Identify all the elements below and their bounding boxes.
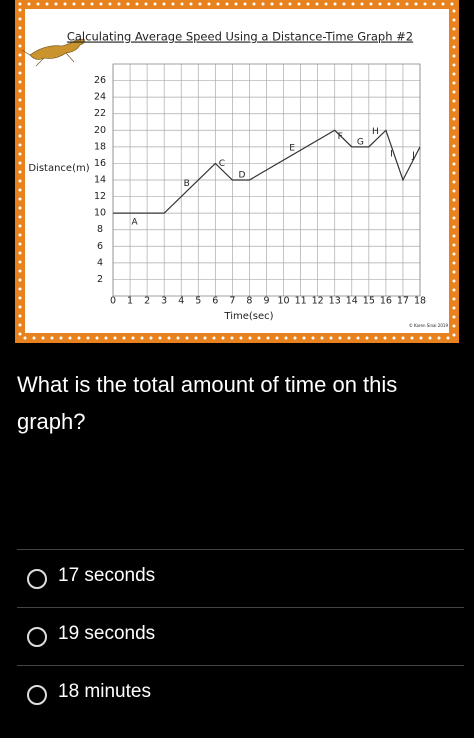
segment-label: E xyxy=(289,144,295,154)
option[interactable]: 18 minutes xyxy=(17,665,464,724)
x-tick-label: 16 xyxy=(380,296,392,307)
y-tick-label: 16 xyxy=(94,158,106,169)
y-tick-label: 10 xyxy=(94,208,106,219)
y-tick-label: 22 xyxy=(94,108,106,119)
x-tick-label: 1 xyxy=(127,296,133,307)
x-tick-label: 15 xyxy=(363,296,375,307)
card-dots xyxy=(18,2,456,340)
option-text: 18 minutes xyxy=(58,681,151,702)
plot-frame xyxy=(112,63,421,297)
question: What is the total amount of time on this… xyxy=(17,372,398,434)
y-axis-label: Distance(m) xyxy=(28,163,89,174)
x-tick-label: 0 xyxy=(110,296,116,307)
x-tick-label: 4 xyxy=(178,296,184,307)
x-tick-label: 3 xyxy=(161,296,167,307)
x-tick-label: 13 xyxy=(329,296,341,307)
option[interactable]: 19 seconds xyxy=(17,607,464,666)
radio[interactable] xyxy=(27,627,47,647)
segment-label: B xyxy=(184,179,190,189)
y-tick-label: 14 xyxy=(94,175,106,186)
x-tick-label: 9 xyxy=(263,296,269,307)
x-axis-label: Time(sec) xyxy=(223,311,273,322)
segment-label: F xyxy=(338,132,343,142)
x-tick-label: 17 xyxy=(397,296,409,307)
x-tick-label: 5 xyxy=(195,296,201,307)
y-tick-label: 12 xyxy=(94,191,106,202)
x-tick-label: 18 xyxy=(414,296,426,307)
segment-label: H xyxy=(372,127,379,137)
credit: © Karen Sinai 2019 xyxy=(409,323,449,328)
y-tick-label: 24 xyxy=(94,92,106,103)
data-line xyxy=(113,129,421,214)
segment-label: J xyxy=(411,151,415,161)
y-tick-label: 18 xyxy=(94,141,106,152)
y-tick-label: 6 xyxy=(97,241,103,252)
segment-label: I xyxy=(390,150,393,160)
chart-title: Calculating Average Speed Using a Distan… xyxy=(67,30,413,44)
y-tick-label: 2 xyxy=(97,274,103,285)
radio[interactable] xyxy=(27,685,47,705)
y-tick-label: 20 xyxy=(94,125,106,136)
x-tick-label: 6 xyxy=(212,296,218,307)
segment-label: A xyxy=(131,218,138,228)
x-tick-label: 14 xyxy=(346,296,358,307)
y-tick-label: 26 xyxy=(94,75,106,86)
y-tick-label: 4 xyxy=(97,257,103,268)
segment-label: D xyxy=(238,171,245,181)
option[interactable]: 17 seconds xyxy=(17,549,464,608)
x-tick-label: 2 xyxy=(144,296,150,307)
y-tick-label: 8 xyxy=(97,224,103,235)
x-tick-label: 10 xyxy=(278,296,290,307)
x-tick-label: 11 xyxy=(295,296,307,307)
option-text: 19 seconds xyxy=(58,623,156,644)
segment-label: C xyxy=(219,159,225,169)
cheetah xyxy=(21,38,85,67)
x-tick-label: 12 xyxy=(312,296,324,307)
segment-label: G xyxy=(357,137,364,147)
radio[interactable] xyxy=(27,569,47,589)
chart-card: Calculating Average Speed Using a Distan… xyxy=(15,0,459,343)
x-tick-label: 7 xyxy=(229,296,235,307)
x-tick-label: 8 xyxy=(246,296,252,307)
option-text: 17 seconds xyxy=(58,565,156,586)
